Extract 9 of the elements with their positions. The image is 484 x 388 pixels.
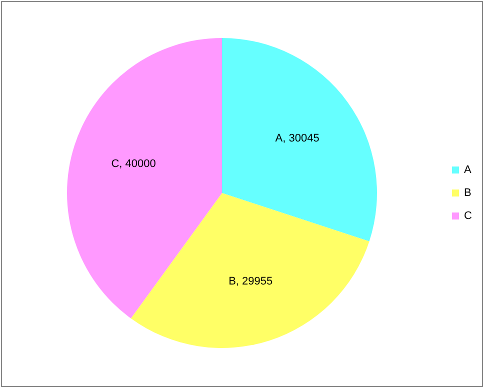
data-label: C, 40000 xyxy=(111,158,156,170)
legend-label: B xyxy=(464,186,472,199)
data-label: B, 29955 xyxy=(228,275,273,288)
legend-label: C xyxy=(464,210,472,222)
pie-slice xyxy=(130,193,370,348)
legend-label: A xyxy=(464,164,472,176)
pie-slice xyxy=(222,38,377,242)
pie-slice xyxy=(67,38,222,318)
data-label: A, 30045 xyxy=(275,132,320,144)
